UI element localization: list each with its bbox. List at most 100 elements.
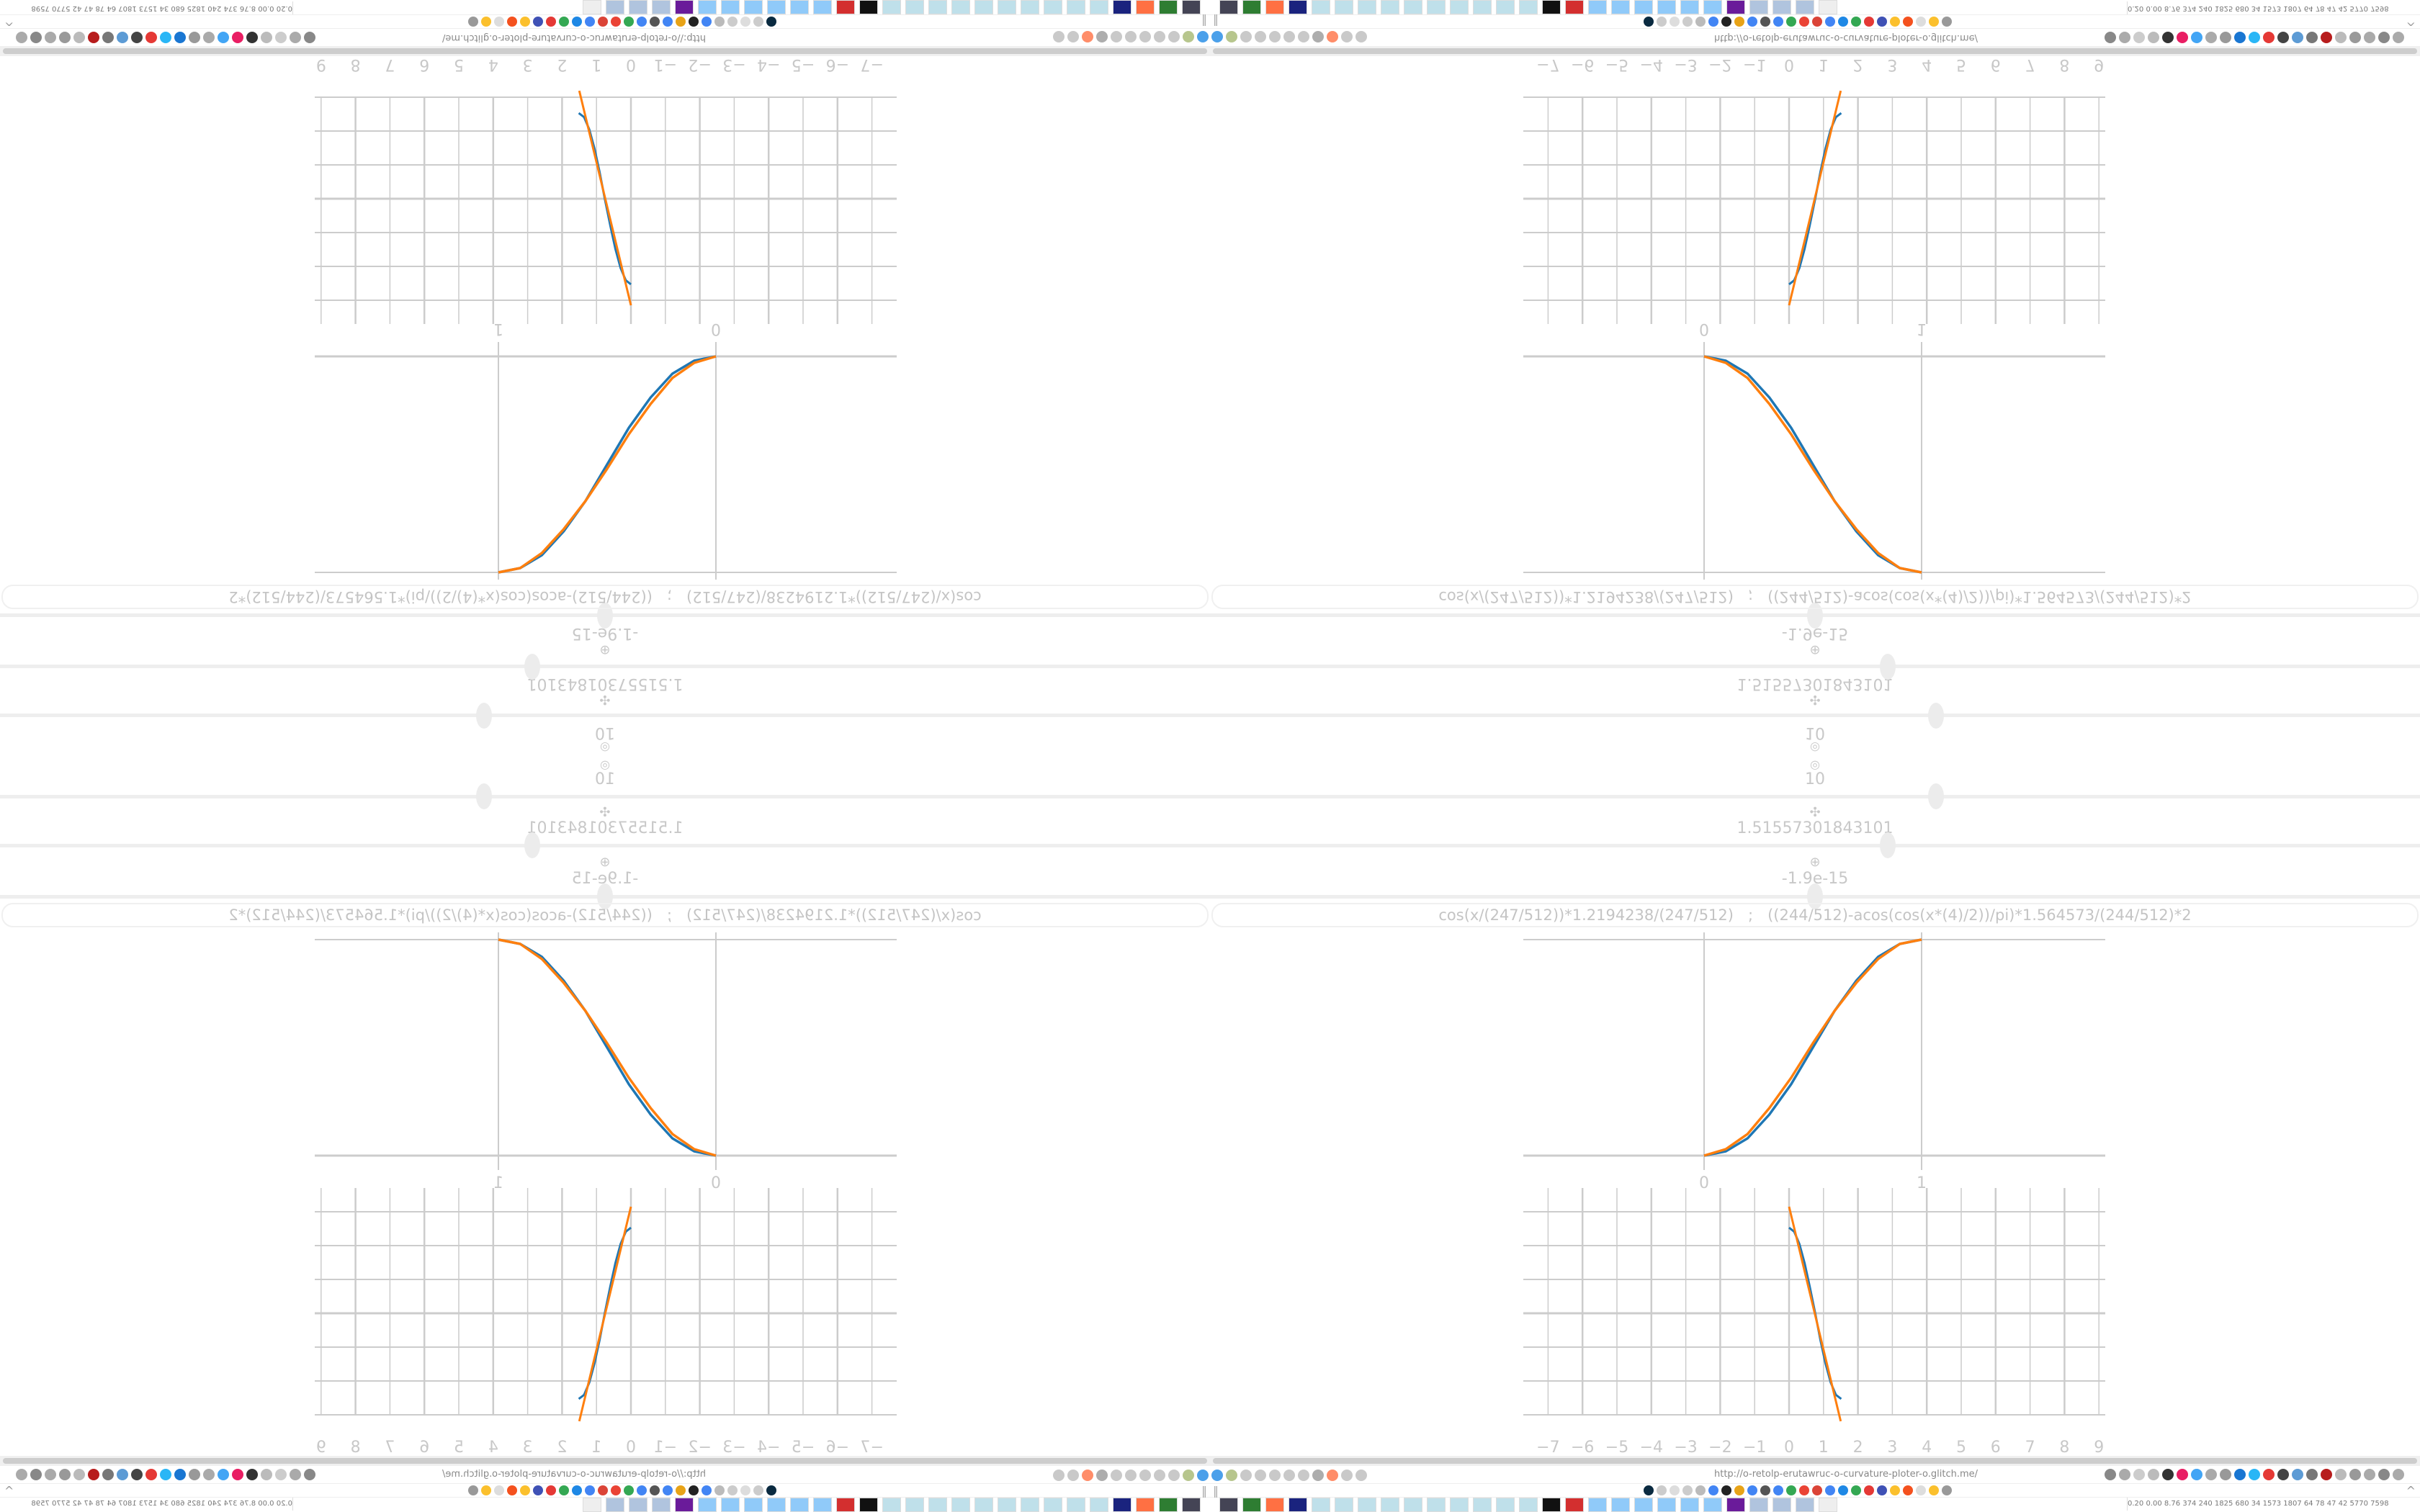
extension-icon[interactable]	[1183, 1470, 1194, 1481]
taskbar-app-button[interactable]	[1749, 1498, 1768, 1512]
taskbar-app-button[interactable]	[1427, 0, 1446, 14]
length-slider[interactable]	[0, 832, 1210, 858]
taskbar-app-button[interactable]	[1427, 1498, 1446, 1512]
taskbar-app-button[interactable]	[652, 1498, 671, 1512]
toolbar-icon[interactable]	[145, 1469, 157, 1480]
taskbar-app-button[interactable]	[1726, 1498, 1745, 1512]
bookmark-icon[interactable]	[611, 1485, 621, 1495]
toolbar-icon[interactable]	[160, 32, 171, 43]
toolbar-icon[interactable]	[189, 32, 200, 43]
bookmark-icon[interactable]	[702, 1485, 712, 1495]
toolbar-icon[interactable]	[2321, 1469, 2332, 1480]
taskbar-app-button[interactable]	[1067, 0, 1085, 14]
steps-slider[interactable]	[0, 703, 1210, 729]
horizontal-scrollbar[interactable]	[1210, 46, 2420, 56]
bookmark-icon[interactable]	[1799, 1485, 1809, 1495]
toolbar-icon[interactable]	[2364, 1469, 2375, 1480]
toolbar-icon[interactable]	[2220, 1469, 2231, 1480]
taskbar-app-button[interactable]	[1819, 0, 1837, 14]
toolbar-icon[interactable]	[2162, 32, 2174, 43]
taskbar-app-button[interactable]	[951, 0, 970, 14]
taskbar-app-button[interactable]	[905, 0, 924, 14]
taskbar-app-button[interactable]	[675, 1498, 694, 1512]
taskbar-app-button[interactable]	[813, 1498, 832, 1512]
pause-icon[interactable]: ‖	[1201, 1483, 1207, 1498]
toolbar-icon[interactable]	[88, 1469, 99, 1480]
bookmark-icon[interactable]	[1760, 1485, 1770, 1495]
taskbar-app-button[interactable]	[1680, 0, 1699, 14]
toolbar-icon[interactable]	[2378, 1469, 2390, 1480]
extension-icon[interactable]	[1355, 1470, 1367, 1481]
taskbar-app-button[interactable]	[1136, 0, 1155, 14]
taskbar-app-button[interactable]	[1611, 0, 1630, 14]
bookmark-icon[interactable]	[468, 1485, 478, 1495]
bookmark-icon[interactable]	[494, 17, 504, 27]
taskbar-app-button[interactable]	[836, 1498, 855, 1512]
taskbar-app-button[interactable]	[1067, 1498, 1085, 1512]
bookmark-icon[interactable]	[468, 17, 478, 27]
bookmark-icon[interactable]	[1760, 17, 1770, 27]
toolbar-icon[interactable]	[2162, 1469, 2174, 1480]
bookmark-icon[interactable]	[507, 17, 517, 27]
toolbar-icon[interactable]	[117, 32, 128, 43]
extension-icon[interactable]	[1211, 31, 1223, 42]
taskbar-app-button[interactable]	[1657, 1498, 1676, 1512]
bookmark-icon[interactable]	[1695, 1485, 1706, 1495]
taskbar-app-button[interactable]	[721, 1498, 740, 1512]
slider-thumb[interactable]	[1928, 783, 1944, 809]
taskbar-app-button[interactable]	[1381, 0, 1399, 14]
toolbar-icon[interactable]	[174, 32, 186, 43]
taskbar-app-button[interactable]	[767, 1498, 786, 1512]
bookmark-icon[interactable]	[624, 1485, 634, 1495]
steps-slider[interactable]	[1210, 703, 2420, 729]
taskbar-app-button[interactable]	[1136, 1498, 1155, 1512]
bookmark-icon[interactable]	[1670, 1485, 1680, 1495]
toolbar-icon[interactable]	[203, 1469, 215, 1480]
taskbar-app-button[interactable]	[1634, 0, 1653, 14]
taskbar-app-button[interactable]	[1496, 0, 1515, 14]
toolbar-icon[interactable]	[2335, 32, 2347, 43]
taskbar-app-button[interactable]	[583, 0, 601, 14]
toolbar-icon[interactable]	[102, 32, 114, 43]
taskbar-app-button[interactable]	[1404, 1498, 1422, 1512]
toolbar-icon[interactable]	[2234, 1469, 2246, 1480]
extension-icon[interactable]	[1226, 31, 1237, 42]
taskbar-app-button[interactable]	[1182, 0, 1201, 14]
bookmark-icon[interactable]	[1786, 1485, 1796, 1495]
chevron-up-icon[interactable]: ^	[4, 14, 14, 29]
bookmark-icon[interactable]	[481, 1485, 491, 1495]
taskbar-app-button[interactable]	[928, 0, 947, 14]
toolbar-icon[interactable]	[304, 32, 315, 43]
toolbar-icon[interactable]	[246, 32, 258, 43]
taskbar-app-button[interactable]	[1159, 0, 1178, 14]
extension-icon[interactable]	[1211, 1470, 1223, 1481]
bookmark-icon[interactable]	[572, 17, 582, 27]
taskbar-app-button[interactable]	[1450, 1498, 1469, 1512]
taskbar-app-button[interactable]	[1796, 1498, 1814, 1512]
extension-icon[interactable]	[1197, 31, 1209, 42]
taskbar-app-button[interactable]	[1335, 0, 1353, 14]
toolbar-icon[interactable]	[2306, 32, 2318, 43]
bookmark-icon[interactable]	[546, 17, 556, 27]
toolbar-icon[interactable]	[275, 1469, 287, 1480]
bookmark-icon[interactable]	[1929, 17, 1939, 27]
bookmark-icon[interactable]	[559, 17, 569, 27]
toolbar-icon[interactable]	[2205, 1469, 2217, 1480]
extension-icon[interactable]	[1168, 31, 1180, 42]
formula-input[interactable]: cos(x/(247/512))*1.2194238/(247/512) ; (…	[1211, 585, 2419, 609]
toolbar-icon[interactable]	[174, 1469, 186, 1480]
taskbar-app-button[interactable]	[1588, 1498, 1607, 1512]
taskbar-app-button[interactable]	[1796, 0, 1814, 14]
taskbar-app-button[interactable]	[1726, 0, 1745, 14]
toolbar-icon[interactable]	[2119, 32, 2130, 43]
bookmark-icon[interactable]	[1942, 17, 1952, 27]
length-slider[interactable]	[0, 654, 1210, 680]
toolbar-icon[interactable]	[2220, 32, 2231, 43]
bookmark-icon[interactable]	[663, 1485, 673, 1495]
toolbar-icon[interactable]	[246, 1469, 258, 1480]
taskbar-app-button[interactable]	[905, 1498, 924, 1512]
taskbar-app-button[interactable]	[1819, 1498, 1837, 1512]
extension-icon[interactable]	[1082, 31, 1093, 42]
toolbar-icon[interactable]	[2148, 32, 2159, 43]
toolbar-icon[interactable]	[2277, 32, 2289, 43]
